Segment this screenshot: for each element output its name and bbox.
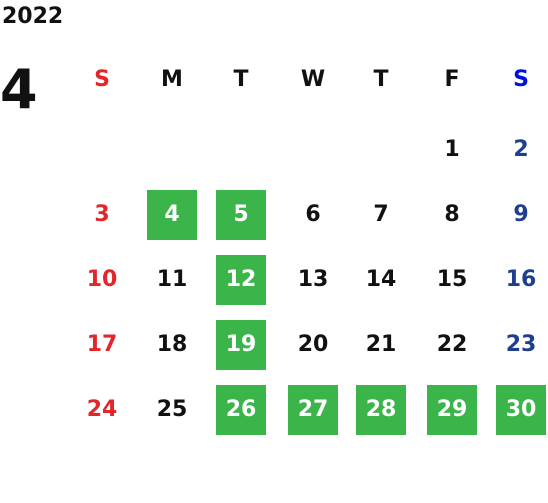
weekday-header: S xyxy=(513,67,529,92)
weekday-header: S xyxy=(94,67,110,92)
day-cell: 25 xyxy=(156,397,188,422)
day-cell: 11 xyxy=(156,267,188,292)
day-cell: 10 xyxy=(86,267,118,292)
day-cell: 6 xyxy=(305,202,321,227)
day-cell: 28 xyxy=(356,385,406,435)
day-cell: 3 xyxy=(94,202,110,227)
day-cell: 20 xyxy=(297,332,329,357)
day-cell: 26 xyxy=(216,385,266,435)
day-cell: 17 xyxy=(86,332,118,357)
month: 4 xyxy=(0,58,38,121)
day-cell: 18 xyxy=(156,332,188,357)
day-cell: 9 xyxy=(513,202,529,227)
weekday-header: T xyxy=(373,67,389,92)
day-cell: 14 xyxy=(365,267,397,292)
weekday-header: M xyxy=(161,67,183,92)
day-cell: 1 xyxy=(444,137,460,162)
day-cell: 8 xyxy=(444,202,460,227)
day-cell: 29 xyxy=(427,385,477,435)
weekday-header: F xyxy=(444,67,460,92)
day-cell: 5 xyxy=(216,190,266,240)
day-cell: 15 xyxy=(436,267,468,292)
day-cell: 27 xyxy=(288,385,338,435)
day-cell: 19 xyxy=(216,320,266,370)
day-cell: 12 xyxy=(216,255,266,305)
day-cell: 4 xyxy=(147,190,197,240)
day-cell: 7 xyxy=(373,202,389,227)
day-cell: 22 xyxy=(436,332,468,357)
day-cell: 21 xyxy=(365,332,397,357)
day-cell: 24 xyxy=(86,397,118,422)
weekday-header: W xyxy=(300,67,326,92)
weekday-header: T xyxy=(233,67,249,92)
year: 2022 xyxy=(2,4,64,29)
day-cell: 13 xyxy=(297,267,329,292)
day-cell: 23 xyxy=(505,332,537,357)
day-cell: 2 xyxy=(513,137,529,162)
day-cell: 16 xyxy=(505,267,537,292)
day-cell: 30 xyxy=(496,385,546,435)
